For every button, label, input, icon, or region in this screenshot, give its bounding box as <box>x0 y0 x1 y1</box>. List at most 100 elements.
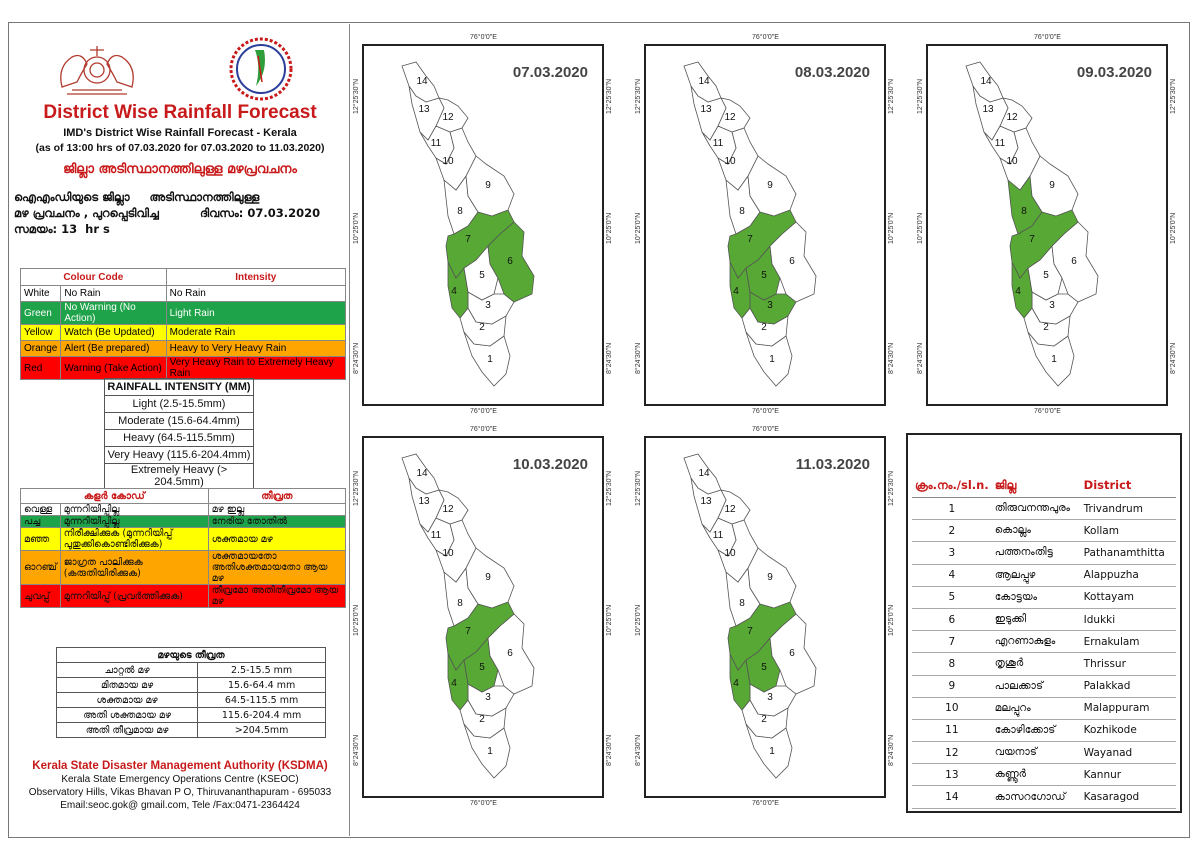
colour-code-row: Yellow Watch (Be Updated) Moderate Rain <box>19 324 347 341</box>
colour-code-header: Colour Code <box>20 268 167 286</box>
lon-label-top: 76°0'0"E <box>752 426 779 433</box>
colour-code-ml-intensity: മഴ ഇല്ല <box>207 503 347 516</box>
district-number-label: 6 <box>1071 256 1077 267</box>
district-row: 2 കൊല്ലം Kollam <box>912 519 1176 543</box>
district-en: Kozhikode <box>1080 719 1176 743</box>
colour-code-intensity: Heavy to Very Heavy Rain <box>165 340 347 357</box>
lon-label-bottom: 76°0'0"E <box>470 800 497 807</box>
district-number-label: 1 <box>769 354 775 365</box>
district-row: 7 എറണാകുളം Ernakulam <box>912 630 1176 654</box>
district-sl: 1 <box>912 497 992 521</box>
district-number-label: 1 <box>487 746 493 757</box>
lon-label-bottom: 76°0'0"E <box>752 800 779 807</box>
district-number-label: 3 <box>1049 300 1055 311</box>
colour-code-ml-colour: ഓറഞ്ച് <box>20 550 61 585</box>
district-number-label: 7 <box>465 234 471 245</box>
district-ml: ഇടുക്കി <box>991 608 1081 632</box>
lat-label-right: 12°25'30"N <box>1170 78 1177 114</box>
intensity-ml-label: ശക്തമായ മഴ <box>55 692 199 708</box>
district-number-label: 5 <box>479 270 485 281</box>
lat-label-left: 10°25'0"N <box>353 212 360 244</box>
district-number-label: 11 <box>431 530 442 541</box>
colour-code-action: Watch (Be Updated) <box>60 324 167 341</box>
district-number-label: 13 <box>982 104 994 115</box>
lon-label-top: 76°0'0"E <box>1034 34 1061 41</box>
district-number-label: 11 <box>713 138 724 149</box>
district-region-9 <box>465 155 515 217</box>
footer-address: Observatory Hills, Vikas Bhavan P O, Thi… <box>28 787 332 798</box>
district-en: Pathanamthitta <box>1080 541 1176 565</box>
lat-label-left: 8°24'30"N <box>635 734 642 766</box>
district-number-label: 6 <box>789 256 795 267</box>
district-row: 4 ആലപ്പുഴ Alappuzha <box>912 564 1176 587</box>
colour-code-table: Colour Code Intensity White No Rain No Rai… <box>19 268 347 380</box>
outer-border <box>8 22 1190 838</box>
colour-code-row: Red Warning (Take Action) Very Heavy Rain … <box>19 356 347 380</box>
lat-label-right: 8°24'30"N <box>888 734 895 766</box>
district-number-label: 2 <box>1043 322 1049 333</box>
district-number-label: 4 <box>451 678 457 689</box>
lat-label-right: 10°25'0"N <box>888 604 895 636</box>
district-row: 10 മലപ്പുറം Malappuram <box>912 697 1176 720</box>
district-number-label: 9 <box>767 180 773 191</box>
intensity-table-malayalam: മഴയുടെ തീവ്രത ചാറ്റൽ മഴ 2.5-15.5 mm മിതമായ… <box>55 647 326 738</box>
lat-label-left: 10°25'0"N <box>353 604 360 636</box>
district-ml-header: ജില്ല <box>991 473 1081 498</box>
colour-code-row: White No Rain No Rain <box>19 285 347 302</box>
colour-code-intensity: Light Rain <box>165 301 347 325</box>
lat-label-left: 10°25'0"N <box>917 212 924 244</box>
district-number-label: 12 <box>442 504 454 515</box>
colour-code-action: No Rain <box>60 285 167 302</box>
district-en: Wayanad <box>1080 741 1176 765</box>
colour-code-action: Warning (Take Action) <box>60 356 167 380</box>
footer-contact: Email:seoc.gok@ gmail.com, Tele /Fax:047… <box>60 800 300 811</box>
intensity-ml-value: 2.5-15.5 mm <box>197 662 326 678</box>
colour-code-intensity: No Rain <box>165 285 347 302</box>
district-region-14 <box>401 453 440 495</box>
colour-code-row: Green No Warning (No Action) Light Rain <box>19 301 347 325</box>
district-en: Palakkad <box>1080 675 1176 698</box>
forecast-period: (as of 13:00 hrs of 07.03.2020 for 07.03… <box>35 142 325 154</box>
lat-label-left: 12°25'30"N <box>635 470 642 506</box>
district-number-label: 6 <box>789 648 795 659</box>
lat-label-right: 12°25'30"N <box>606 470 613 506</box>
colour-code-table-malayalam: കളർ കോഡ് തീവ്രത വെള്ള മുന്നറിയിപ്പില്ല മഴ … <box>20 488 347 608</box>
district-ml: പത്തനംതിട്ട <box>991 541 1081 565</box>
lat-label-right: 12°25'30"N <box>888 78 895 114</box>
colour-code-ml-action: മുന്നറിയിപ്പില്ല <box>59 515 209 528</box>
district-number-label: 12 <box>724 504 736 515</box>
district-number-label: 13 <box>418 104 430 115</box>
title-malayalam: ജില്ലാ അടിസ്ഥാനത്തിലുള്ള മഴപ്രവചനം <box>63 162 297 177</box>
district-row: 3 പത്തനംതിട്ട Pathanamthitta <box>912 541 1176 565</box>
district-number-label: 12 <box>724 112 736 123</box>
lon-label-bottom: 76°0'0"E <box>752 408 779 415</box>
lat-label-right: 10°25'0"N <box>888 212 895 244</box>
district-number-label: 10 <box>442 548 454 559</box>
district-ml: കണ്ണൂർ <box>991 763 1081 787</box>
district-number-label: 7 <box>465 626 471 637</box>
district-number-label: 3 <box>767 692 773 703</box>
map-panel-10.03.2020: 1 2 3 4 5 6 7 8 9 10 11 12 13 14 10.03.2020 <box>362 436 604 798</box>
district-ml: കാസറഗോഡ് <box>991 785 1081 809</box>
intensity-ml-value: >204.5mm <box>197 722 326 738</box>
district-number-label: 5 <box>1043 270 1049 281</box>
lon-label-top: 76°0'0"E <box>470 426 497 433</box>
district-row: 14 കാസറഗോഡ് Kasaragod <box>912 785 1176 809</box>
district-sl: 6 <box>912 608 992 632</box>
colour-code-colour: White <box>19 285 62 302</box>
info-malayalam-3: സമയം: 13 hr s <box>14 222 110 236</box>
district-number-label: 6 <box>507 256 513 267</box>
district-row: 1 തിരുവനന്തപുരം Trivandrum <box>912 497 1176 521</box>
lat-label-right: 12°25'30"N <box>606 78 613 114</box>
intensity-ml-value: 115.6-204.4 mm <box>197 707 326 723</box>
info-malayalam-1: ഐഎംഡിയുടെ ജില്ലാ അടിസ്ഥാനത്തിലുള്ള <box>14 190 260 204</box>
rainfall-intensity-table: RAINFALL INTENSITY (MM) Light (2.5-15.5m… <box>104 378 254 489</box>
colour-code-row-ml: ചുവപ്പ് മുന്നറിയിപ്പ് (പ്രവർത്തിക്കുക) തീവ… <box>20 584 347 608</box>
district-number-label: 14 <box>698 76 710 87</box>
colour-code-ml-colour: മഞ്ഞ <box>20 527 61 551</box>
rainfall-intensity-row: Moderate (15.6-64.4mm) <box>104 412 254 430</box>
rainfall-intensity-row: Extremely Heavy (> 204.5mm) <box>104 463 254 489</box>
district-sl: 5 <box>912 586 992 609</box>
colour-code-intensity: Moderate Rain <box>165 324 347 341</box>
